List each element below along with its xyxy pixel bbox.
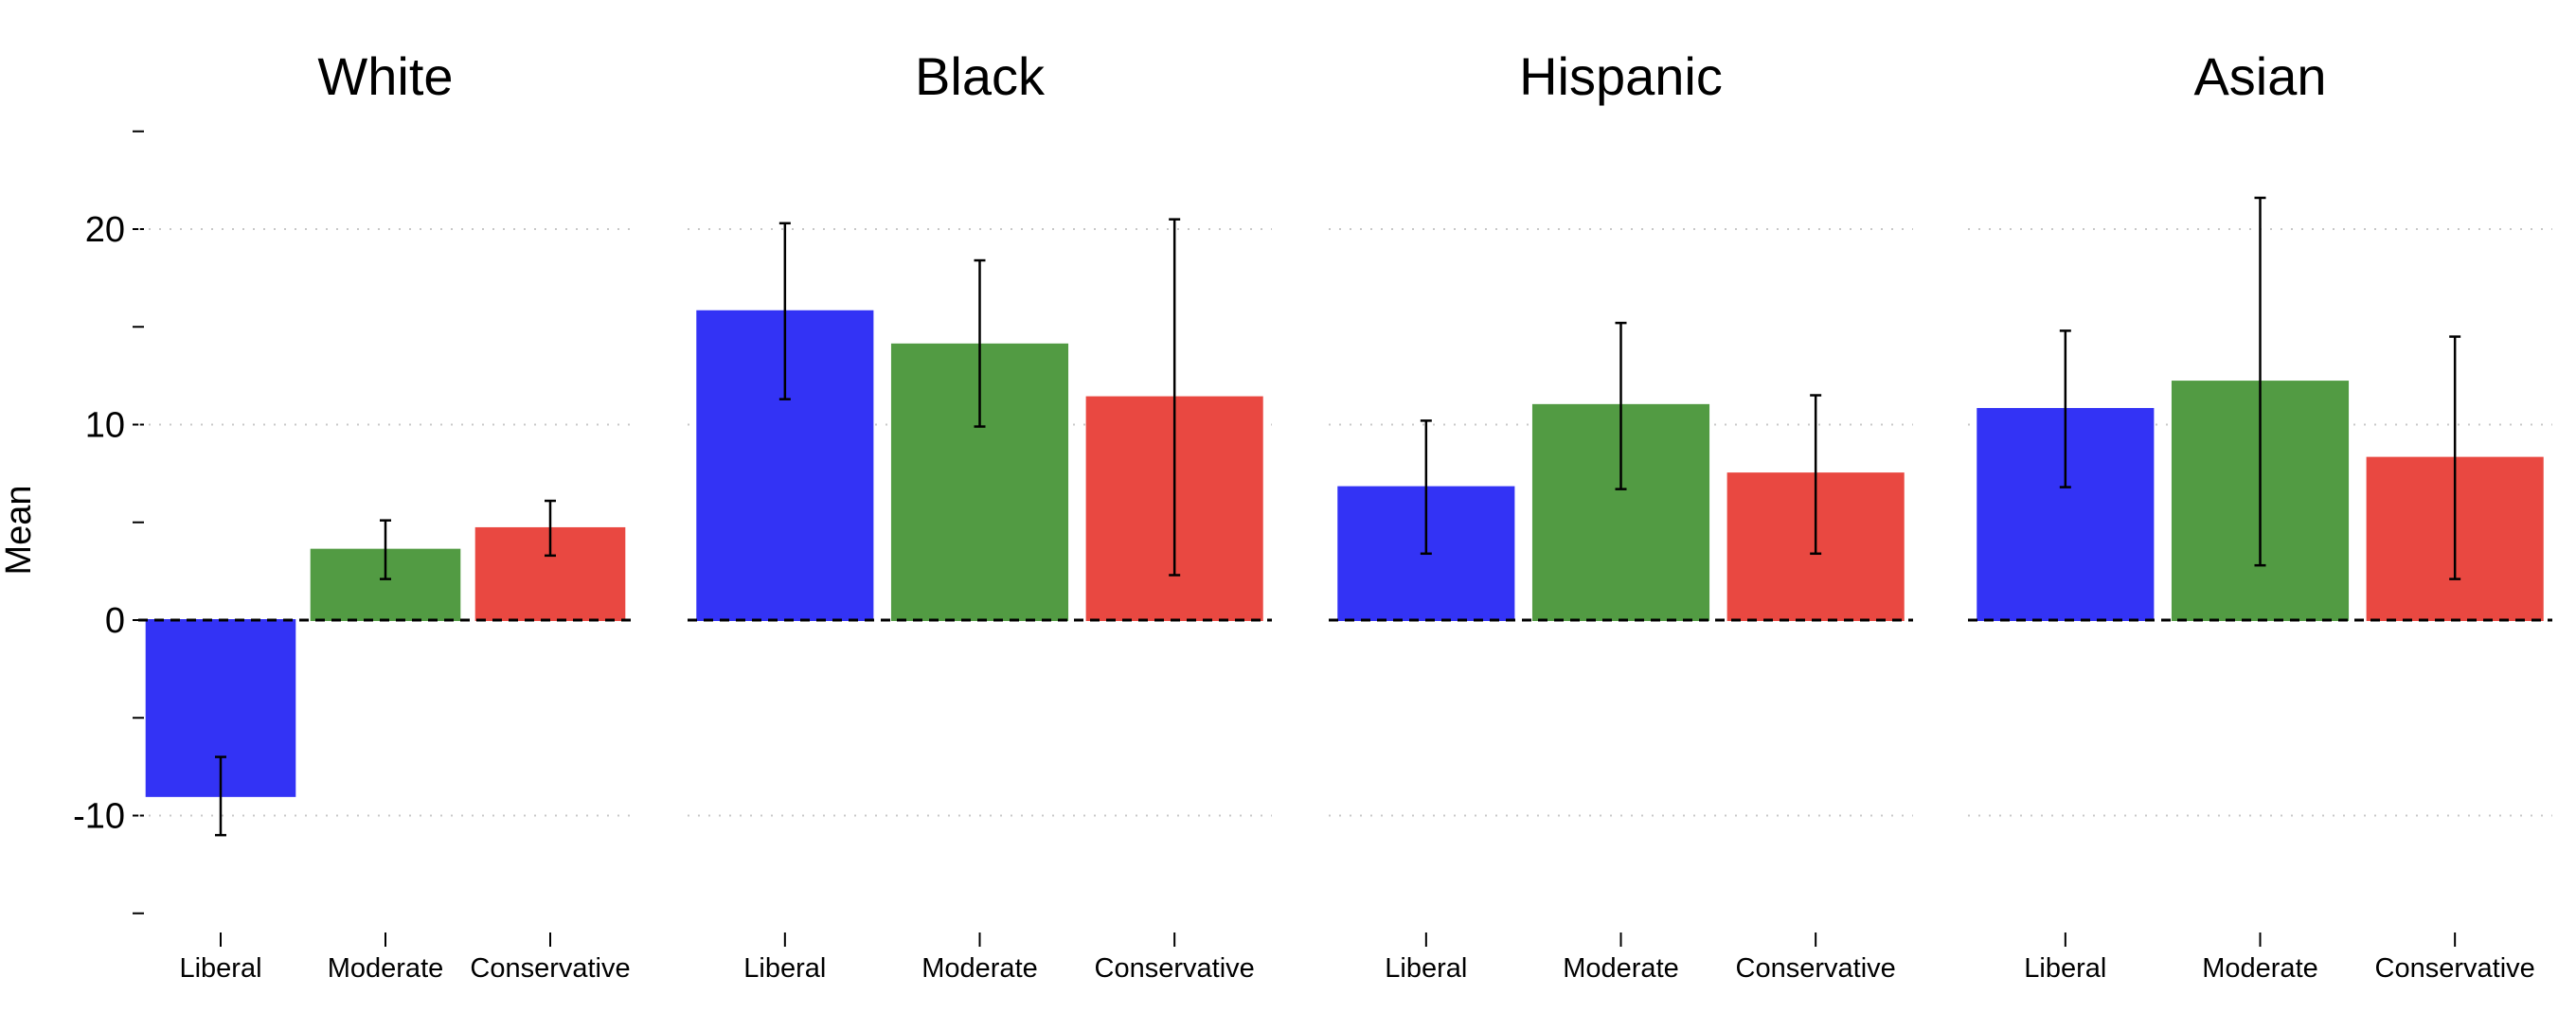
panel-asian: Asian Liberal Moderate Conservative [1968,46,2552,984]
y-tick-label: 10 [85,406,125,446]
panel-title: White [317,46,453,106]
x-tick-label: Conservative [470,953,630,984]
y-axis-label: Mean [0,485,39,575]
y-tick-label: 20 [85,210,125,250]
x-tick-label: Conservative [2375,953,2535,984]
panel-title: Hispanic [1519,46,1723,106]
chart-panels: White Liberal Moderate Conservative Black Lib… [138,46,2552,984]
y-axis: -10 0 10 20 [73,130,144,915]
panel-hispanic: Hispanic Liberal Moderate Conservative [1329,46,1913,984]
x-tick-label: Moderate [921,953,1038,984]
x-tick-label: Moderate [2202,953,2318,984]
x-tick-label: Liberal [179,953,261,984]
x-tick-label: Moderate [328,953,444,984]
y-tick-label: 0 [105,601,125,641]
x-tick-label: Conservative [1095,953,1255,984]
y-tick-label: -10 [73,797,125,837]
panel-white: White Liberal Moderate Conservative [138,46,633,984]
panel-title: Black [915,46,1046,106]
x-tick-label: Conservative [1736,953,1896,984]
x-tick-label: Liberal [2024,953,2106,984]
panel-black: Black Liberal Moderate Conservative [688,46,1272,984]
x-tick-label: Liberal [1385,953,1467,984]
x-tick-label: Moderate [1563,953,1679,984]
panel-title: Asian [2193,46,2326,106]
x-tick-label: Liberal [743,953,826,984]
